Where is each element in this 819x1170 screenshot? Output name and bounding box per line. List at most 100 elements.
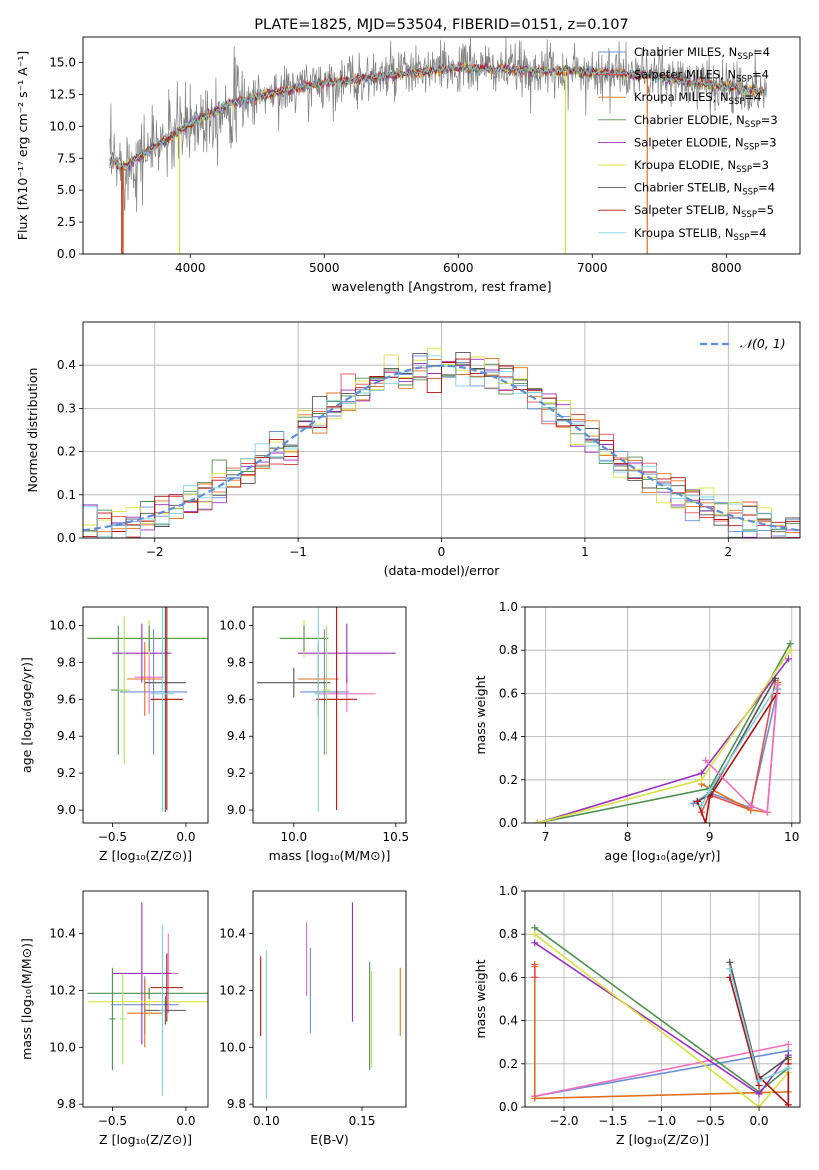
axes-frame — [82, 890, 209, 1108]
spectrum-title: PLATE=1825, MJD=53504, FIBERID=0151, z=0… — [254, 17, 628, 33]
x-axis-label: Z [log₁₀(Z/Z⊙)] — [99, 848, 192, 863]
series-marker — [771, 674, 779, 682]
errorbar-point — [119, 629, 188, 755]
legend-label: Salpeter STELIB, NSSP=5 — [634, 203, 774, 220]
series-marker — [785, 655, 793, 663]
y-axis-label: Normed distribution — [25, 368, 40, 493]
legend-label-suffix: =4 — [752, 68, 769, 82]
errorbar-point — [257, 667, 331, 698]
legend-item: Chabrier ELODIE, NSSP=3 — [598, 113, 778, 130]
errorbar-point — [150, 607, 183, 811]
spectrum-panel: 4000 5000 6000 7000 8000 0.0 2.5 5.0 7.5 10.0 12.5… — [15, 17, 801, 294]
age_vs_Z-plot-area — [87, 607, 208, 812]
series-marker — [531, 973, 539, 981]
series-marker — [531, 1094, 539, 1102]
errorbar-point — [112, 623, 172, 683]
errorbar-point — [279, 625, 329, 652]
legend-item: Salpeter MILES, NSSP=4 — [598, 68, 769, 85]
legend-label: Chabrier STELIB, NSSP=4 — [634, 181, 775, 198]
legend-label-suffix: =4 — [749, 226, 766, 240]
x-tick-label: −0.5 — [98, 830, 127, 844]
series-marker — [706, 787, 714, 795]
x-tick-label: 8 — [624, 830, 632, 844]
legend-item: Chabrier MILES, NSSP=4 — [598, 45, 770, 62]
series-marker — [774, 681, 782, 689]
y-tick-label: 9.2 — [57, 766, 76, 780]
legend-item: Kroupa ELODIE, NSSP=3 — [598, 158, 769, 175]
age_vs_Z-panel: −0.5 0.0 9.0 9.2 9.4 9.6 9.8 10.0 Z [log₁₀(Z/Z⊙)… — [19, 606, 209, 863]
axes-frame — [252, 890, 407, 1108]
y-tick-label: 7.5 — [57, 151, 76, 165]
x-tick-label: 5000 — [309, 261, 340, 275]
errorbar-point — [150, 607, 175, 812]
legend-label-sub: SSP — [729, 97, 745, 107]
y-tick-label: 2.5 — [57, 215, 76, 229]
y-tick-label: 15.0 — [49, 56, 76, 70]
y-axis-label: age [log₁₀(age/yr)] — [19, 657, 34, 773]
x-tick-label: 2 — [724, 545, 732, 559]
legend-label-sub: SSP — [742, 188, 758, 198]
legend-item: Kroupa STELIB, NSSP=4 — [598, 226, 766, 243]
residuals-plot-area — [83, 347, 800, 538]
y-tick-label: 5.0 — [57, 183, 76, 197]
legend-label: Chabrier MILES, NSSP=4 — [634, 45, 770, 62]
age_vs_mass-plot-area — [257, 607, 396, 812]
series-marker — [784, 1064, 792, 1072]
x-tick-label: −1 — [289, 545, 307, 559]
y-tick-label: 0.2 — [499, 1057, 518, 1071]
series-marker — [726, 958, 734, 966]
x-tick-label: −1.5 — [598, 1114, 627, 1128]
weight_vs_age-plot-area — [533, 640, 794, 823]
y-tick-label: 0.4 — [57, 358, 76, 372]
legend-label: Kroupa ELODIE, NSSP=3 — [634, 158, 769, 175]
y-tick-label: 0.2 — [499, 773, 518, 787]
series-marker — [697, 769, 705, 777]
histogram-step-salpeter_stelib — [83, 358, 800, 538]
y-tick-label: 0.1 — [57, 488, 76, 502]
y-tick-label: 10.4 — [219, 927, 246, 941]
series-line-chabrier_elodie — [537, 643, 791, 823]
mass_vs_ebv-plot-area — [260, 902, 401, 1099]
mass_vs_Z-plot-area — [87, 902, 208, 1096]
series-marker — [755, 1103, 763, 1107]
y-tick-label: 0.4 — [499, 730, 518, 744]
y-tick-label: 9.8 — [57, 655, 76, 669]
spectrum-data-line — [109, 37, 767, 213]
legend-label-suffix: =3 — [752, 158, 769, 172]
series-marker — [531, 924, 539, 932]
series-marker — [697, 776, 705, 784]
legend-item: Salpeter ELODIE, NSSP=3 — [598, 135, 777, 152]
legend-label-suffix: =4 — [753, 45, 770, 59]
y-tick-label: 0.6 — [499, 686, 518, 700]
series-marker — [533, 819, 541, 823]
errorbar-point — [119, 973, 126, 1065]
legend-label-sub: SSP — [737, 52, 753, 62]
x-axis-label: Z [log₁₀(Z/Z⊙)] — [99, 1132, 192, 1147]
series-marker — [747, 802, 755, 810]
x-axis-label: (data-model)/error — [384, 563, 501, 578]
x-tick-label: 0 — [438, 545, 446, 559]
mass_vs_ebv-panel: 0.10 0.15 9.8 10.0 10.2 10.4 E(B-V) — [219, 890, 407, 1147]
series-marker — [786, 646, 794, 654]
y-tick-label: 0.0 — [499, 816, 518, 830]
axes-frame — [82, 606, 209, 824]
y-tick-label: 10.4 — [49, 927, 76, 941]
y-tick-label: 0.4 — [499, 1014, 518, 1028]
x-tick-label: 0.0 — [749, 1114, 768, 1128]
x-tick-label: 4000 — [175, 261, 206, 275]
errorbar-point — [316, 607, 358, 811]
errorbar-point — [322, 625, 331, 755]
series-line-salpeter_miles — [700, 680, 777, 813]
axes-frame — [524, 890, 801, 1108]
series-line-pink — [705, 684, 779, 814]
x-axis-label: wavelength [Angstrom, rest frame] — [331, 279, 551, 294]
x-tick-label: 7 — [542, 830, 550, 844]
y-tick-label: 0.3 — [57, 401, 76, 415]
y-tick-label: 9.4 — [227, 729, 246, 743]
x-tick-label: −1.0 — [647, 1114, 676, 1128]
series-marker — [755, 1090, 763, 1098]
legend-label-suffix: =3 — [760, 135, 777, 149]
legend-label-sub: SSP — [734, 233, 750, 243]
series-marker — [531, 930, 539, 938]
legend-label-sub: SSP — [736, 165, 752, 175]
